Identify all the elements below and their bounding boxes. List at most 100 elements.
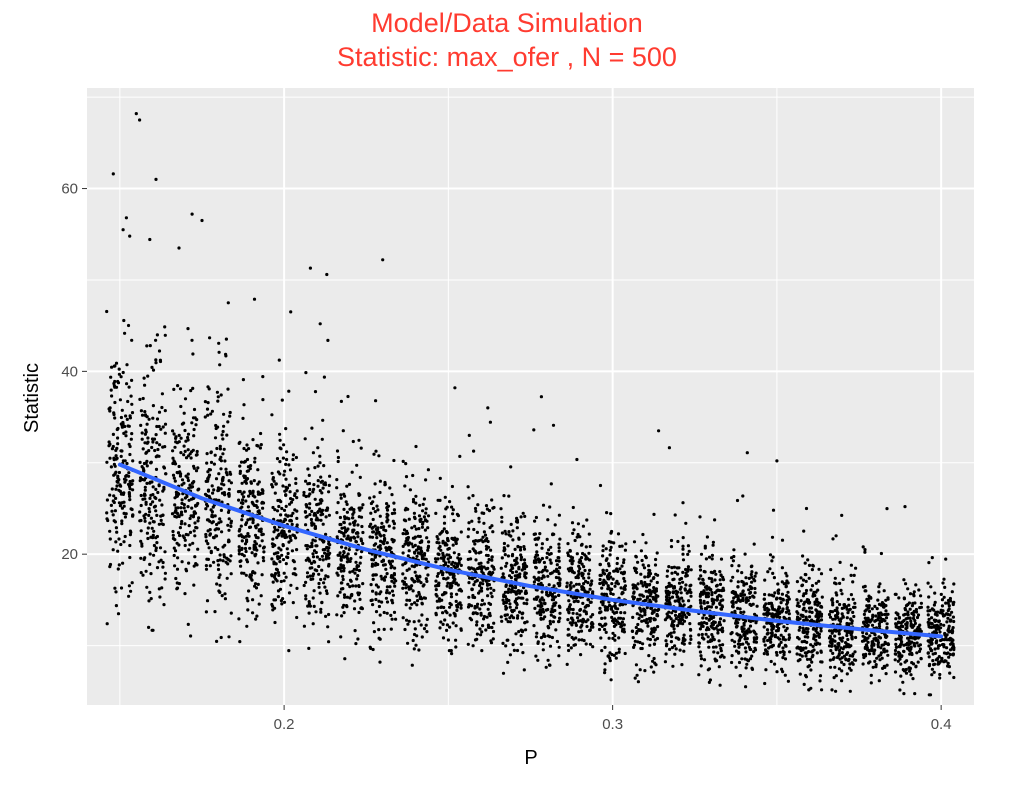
data-point bbox=[500, 531, 504, 535]
data-point bbox=[175, 515, 179, 519]
data-point bbox=[173, 564, 177, 568]
data-point bbox=[806, 627, 810, 631]
data-point bbox=[771, 508, 776, 512]
data-point bbox=[115, 484, 119, 488]
data-point bbox=[147, 417, 151, 421]
data-point bbox=[652, 589, 656, 593]
data-point bbox=[718, 683, 722, 687]
data-point bbox=[151, 440, 155, 444]
data-point bbox=[406, 554, 410, 558]
data-point bbox=[581, 618, 586, 622]
data-point bbox=[310, 566, 314, 570]
data-point bbox=[676, 590, 680, 594]
data-point bbox=[207, 468, 211, 472]
data-point bbox=[513, 586, 518, 590]
data-point bbox=[207, 546, 211, 550]
data-point bbox=[371, 506, 375, 511]
data-point bbox=[867, 609, 872, 614]
data-point bbox=[175, 541, 179, 545]
data-point bbox=[148, 344, 152, 348]
data-point bbox=[412, 632, 417, 637]
data-point bbox=[243, 546, 248, 551]
data-point bbox=[837, 632, 841, 636]
data-point bbox=[479, 633, 483, 637]
data-point bbox=[471, 494, 475, 498]
data-point bbox=[765, 628, 770, 632]
data-point bbox=[240, 514, 244, 518]
data-point bbox=[819, 660, 823, 664]
data-point bbox=[480, 603, 484, 607]
data-point bbox=[343, 657, 347, 661]
data-point bbox=[412, 511, 416, 515]
data-point bbox=[520, 568, 524, 572]
data-point bbox=[443, 618, 447, 622]
data-point bbox=[344, 546, 348, 550]
data-point bbox=[183, 496, 187, 500]
data-point bbox=[603, 608, 608, 612]
data-point bbox=[517, 536, 521, 540]
data-point bbox=[715, 583, 719, 588]
data-point bbox=[378, 660, 382, 664]
data-point bbox=[401, 532, 405, 536]
data-point bbox=[141, 447, 145, 451]
data-point bbox=[152, 553, 156, 557]
data-point bbox=[776, 589, 780, 593]
data-point bbox=[588, 568, 592, 573]
data-point bbox=[259, 431, 263, 436]
data-point bbox=[571, 611, 575, 615]
data-point bbox=[113, 586, 117, 590]
data-point bbox=[779, 633, 783, 637]
data-point bbox=[308, 502, 312, 506]
data-point bbox=[582, 586, 586, 590]
data-point bbox=[740, 571, 744, 575]
data-point bbox=[302, 624, 306, 628]
data-point bbox=[295, 548, 299, 552]
data-point bbox=[116, 426, 120, 431]
data-point bbox=[713, 591, 717, 595]
data-point bbox=[816, 616, 821, 620]
data-point bbox=[274, 551, 278, 555]
data-point bbox=[548, 572, 553, 576]
data-point bbox=[506, 620, 510, 624]
data-point bbox=[204, 610, 208, 614]
data-point bbox=[243, 542, 248, 546]
data-point bbox=[243, 476, 247, 480]
data-point bbox=[382, 610, 386, 615]
data-point bbox=[402, 580, 406, 584]
data-point bbox=[308, 604, 312, 608]
data-point bbox=[285, 547, 289, 551]
data-point bbox=[128, 533, 132, 537]
data-point bbox=[876, 611, 881, 616]
data-point bbox=[656, 573, 660, 577]
data-point bbox=[270, 602, 274, 607]
data-point bbox=[795, 598, 799, 602]
data-point bbox=[155, 424, 159, 429]
data-point bbox=[754, 640, 759, 644]
data-point bbox=[591, 645, 595, 649]
data-point bbox=[534, 565, 538, 569]
data-point bbox=[255, 443, 259, 448]
data-point bbox=[122, 477, 127, 481]
data-point bbox=[423, 528, 427, 532]
data-point bbox=[841, 614, 845, 618]
data-point bbox=[150, 437, 155, 441]
data-point bbox=[417, 590, 421, 595]
data-point bbox=[819, 614, 824, 618]
data-point bbox=[917, 644, 921, 648]
data-point bbox=[835, 600, 839, 604]
data-point bbox=[514, 601, 519, 606]
data-point bbox=[598, 581, 602, 586]
data-point bbox=[482, 530, 486, 534]
data-point bbox=[443, 541, 447, 545]
data-point bbox=[189, 456, 193, 460]
data-point bbox=[829, 637, 833, 641]
data-point bbox=[814, 629, 818, 633]
data-point bbox=[806, 598, 811, 602]
data-point bbox=[145, 422, 149, 426]
data-point bbox=[387, 591, 392, 595]
data-point bbox=[893, 658, 897, 662]
data-point bbox=[410, 526, 414, 530]
data-point bbox=[763, 578, 767, 582]
data-point bbox=[548, 619, 552, 624]
data-point bbox=[600, 649, 604, 653]
